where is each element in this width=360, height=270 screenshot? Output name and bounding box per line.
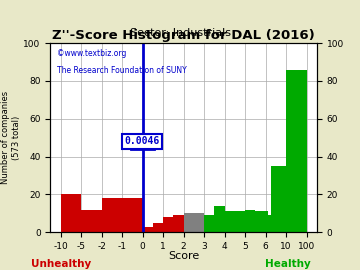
Bar bbox=[122, 198, 143, 232]
Text: The Research Foundation of SUNY: The Research Foundation of SUNY bbox=[57, 66, 187, 75]
X-axis label: Score: Score bbox=[168, 251, 199, 261]
Text: Sector: Industrials: Sector: Industrials bbox=[130, 28, 230, 38]
Bar bbox=[286, 70, 307, 232]
Bar bbox=[163, 217, 174, 232]
Y-axis label: Number of companies
(573 total): Number of companies (573 total) bbox=[1, 91, 21, 184]
Bar bbox=[102, 198, 122, 232]
Bar bbox=[266, 211, 268, 232]
Text: ©www.textbiz.org: ©www.textbiz.org bbox=[57, 49, 126, 58]
Bar bbox=[60, 194, 81, 232]
Text: 0.0046: 0.0046 bbox=[124, 136, 159, 147]
Bar bbox=[268, 215, 271, 232]
Bar bbox=[235, 211, 245, 232]
Bar bbox=[194, 213, 204, 232]
Bar bbox=[225, 211, 235, 232]
Title: Z''-Score Histogram for DAL (2016): Z''-Score Histogram for DAL (2016) bbox=[52, 29, 315, 42]
Bar bbox=[204, 215, 214, 232]
Bar bbox=[81, 210, 102, 232]
Bar bbox=[184, 213, 194, 232]
Text: Healthy: Healthy bbox=[265, 259, 311, 269]
Bar bbox=[255, 211, 266, 232]
Bar bbox=[174, 215, 184, 232]
Bar bbox=[214, 206, 225, 232]
Text: Unhealthy: Unhealthy bbox=[31, 259, 91, 269]
Bar bbox=[245, 210, 255, 232]
Bar bbox=[143, 227, 153, 232]
Bar bbox=[153, 223, 163, 232]
Bar bbox=[271, 166, 286, 232]
